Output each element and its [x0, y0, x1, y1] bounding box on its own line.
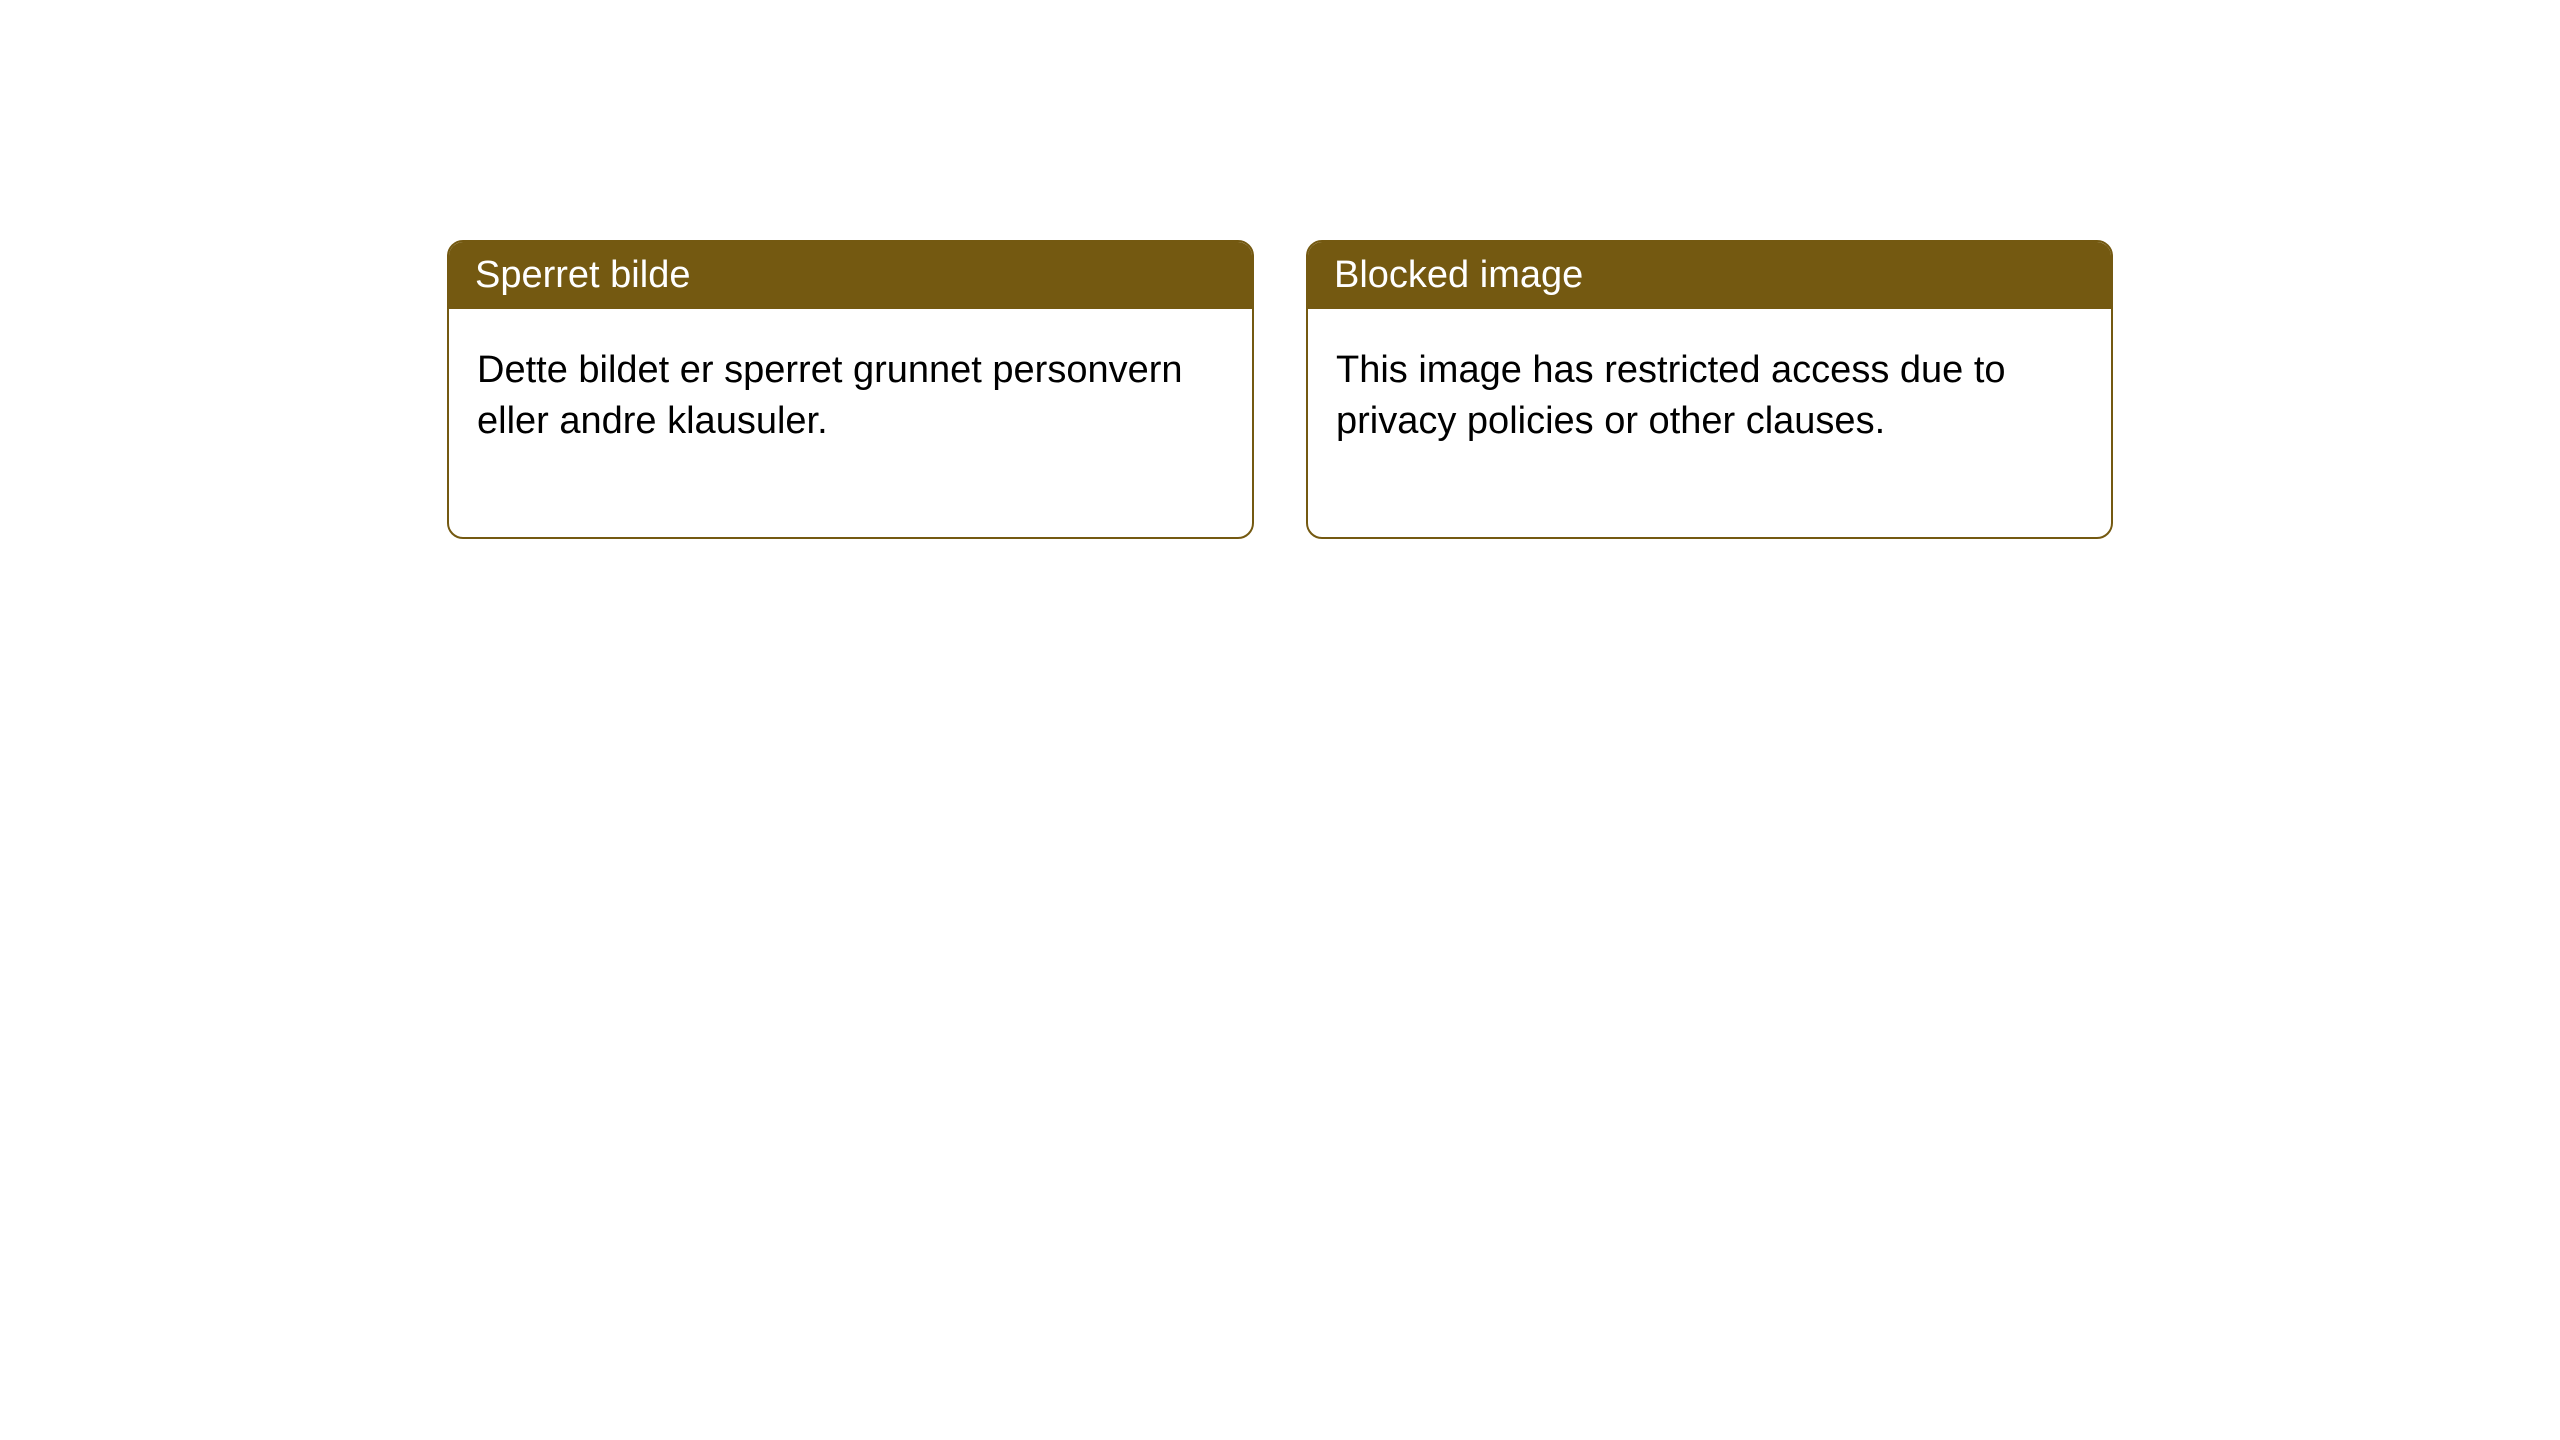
notice-box-english: Blocked image This image has restricted …	[1306, 240, 2113, 539]
notice-header: Blocked image	[1308, 242, 2111, 309]
notice-header: Sperret bilde	[449, 242, 1252, 309]
notice-body: Dette bildet er sperret grunnet personve…	[449, 309, 1252, 537]
notice-body: This image has restricted access due to …	[1308, 309, 2111, 537]
notice-box-norwegian: Sperret bilde Dette bildet er sperret gr…	[447, 240, 1254, 539]
notice-container: Sperret bilde Dette bildet er sperret gr…	[0, 0, 2560, 539]
